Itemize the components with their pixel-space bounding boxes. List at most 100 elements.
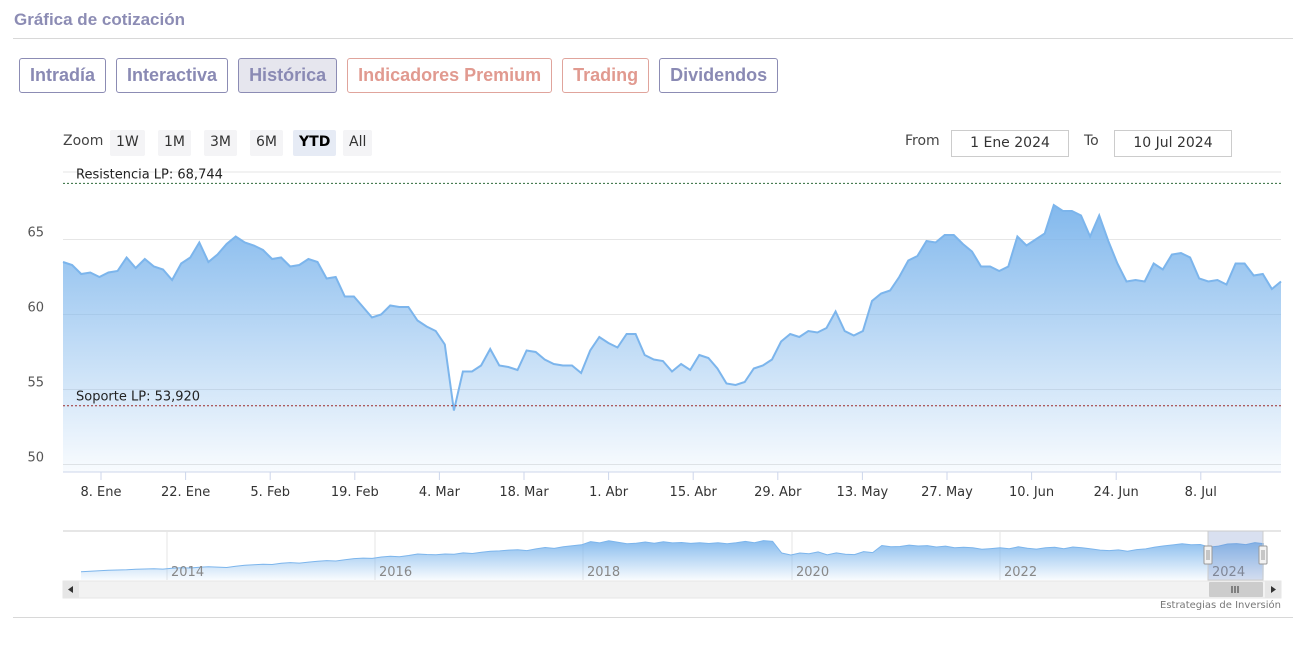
x-tick-label: 13. May — [837, 485, 889, 500]
navigator-year-label: 2018 — [587, 565, 620, 580]
scrollbar-track[interactable] — [62, 580, 1282, 599]
navigator-right-handle[interactable] — [1258, 545, 1268, 565]
x-tick-label: 4. Mar — [419, 485, 461, 500]
scrollbar-thumb[interactable] — [1209, 582, 1263, 597]
price-point — [426, 326, 428, 328]
price-point — [726, 383, 728, 385]
price-area — [63, 205, 1281, 472]
zoom-all-button[interactable]: All — [343, 130, 373, 156]
price-point — [89, 272, 91, 274]
y-tick-label: 55 — [27, 376, 44, 391]
price-point — [307, 258, 309, 260]
tab-dividendos[interactable]: Dividendos — [659, 58, 779, 93]
navigator-selection[interactable] — [1207, 530, 1264, 581]
price-point — [826, 327, 828, 329]
price-point — [62, 261, 64, 263]
price-point — [1225, 284, 1227, 286]
to-label: To — [1084, 133, 1099, 149]
price-point — [1216, 279, 1218, 281]
price-point — [271, 258, 273, 260]
price-point — [117, 270, 119, 272]
from-date-input[interactable]: 1 Ene 2024 — [951, 130, 1069, 157]
price-point — [898, 276, 900, 278]
price-point — [1144, 281, 1146, 283]
price-point — [889, 290, 891, 292]
price-point — [180, 263, 182, 265]
price-point — [326, 278, 328, 280]
price-point — [362, 306, 364, 308]
price-point — [171, 279, 173, 281]
price-point — [98, 276, 100, 278]
y-tick-label: 50 — [27, 451, 44, 466]
price-point — [253, 245, 255, 247]
price-point — [1271, 288, 1273, 290]
price-point — [217, 254, 219, 256]
price-point — [435, 330, 437, 332]
title-divider — [13, 38, 1293, 39]
zoom-1m-button[interactable]: 1M — [158, 130, 191, 156]
price-point — [553, 363, 555, 365]
zoom-6m-button[interactable]: 6M — [250, 130, 283, 156]
price-point — [1207, 281, 1209, 283]
price-line — [62, 203, 1282, 411]
price-point — [935, 242, 937, 244]
price-point — [262, 249, 264, 251]
tab-historica[interactable]: Histórica — [238, 58, 338, 93]
price-point — [462, 371, 464, 373]
to-date-input[interactable]: 10 Jul 2024 — [1114, 130, 1232, 157]
price-point — [526, 350, 528, 352]
tab-interactiva[interactable]: Interactiva — [116, 58, 229, 93]
price-point — [135, 267, 137, 269]
price-point — [126, 257, 128, 259]
price-point — [689, 369, 691, 371]
x-tick-label: 15. Abr — [670, 485, 718, 500]
y-tick-label: 65 — [27, 226, 44, 241]
price-point — [1053, 204, 1055, 206]
price-point — [471, 371, 473, 373]
price-point — [1116, 263, 1118, 265]
price-point — [480, 365, 482, 367]
price-point — [1198, 278, 1200, 280]
price-point — [1162, 269, 1164, 271]
x-tick-label: 18. Mar — [499, 485, 549, 500]
price-point — [1089, 236, 1091, 238]
price-point — [507, 366, 509, 368]
price-point — [107, 272, 109, 274]
price-point — [907, 260, 909, 262]
price-point — [635, 333, 637, 335]
price-point — [80, 273, 82, 275]
navigator-year-label: 2022 — [1004, 565, 1037, 580]
price-point — [716, 368, 718, 370]
tab-indicadores-premium[interactable]: Indicadores Premium — [347, 58, 553, 93]
tab-trading[interactable]: Trading — [562, 58, 650, 93]
price-point — [244, 242, 246, 244]
chevron-right-icon — [1271, 586, 1276, 593]
price-point — [1280, 281, 1282, 283]
price-point — [1153, 263, 1155, 265]
price-point — [1135, 279, 1137, 281]
price-point — [653, 359, 655, 361]
price-point — [1098, 215, 1100, 217]
price-point — [998, 270, 1000, 272]
price-point — [398, 306, 400, 308]
price-point — [844, 330, 846, 332]
tab-intradia[interactable]: Intradía — [19, 58, 107, 93]
price-point — [516, 369, 518, 371]
navigator-year-label: 2020 — [796, 565, 829, 580]
zoom-1w-button[interactable]: 1W — [110, 130, 145, 156]
price-point — [1262, 273, 1264, 275]
price-point — [680, 363, 682, 365]
price-point — [153, 266, 155, 268]
price-point — [771, 359, 773, 361]
price-point — [226, 243, 228, 245]
credits[interactable]: Estrategias de Inversión — [1160, 600, 1281, 611]
zoom-ytd-button[interactable]: YTD — [293, 130, 337, 156]
price-point — [926, 240, 928, 242]
price-point — [317, 261, 319, 263]
navigator-left-handle[interactable] — [1203, 545, 1213, 565]
price-point — [671, 371, 673, 373]
price-point — [189, 257, 191, 259]
price-point — [1107, 240, 1109, 242]
zoom-3m-button[interactable]: 3M — [204, 130, 237, 156]
